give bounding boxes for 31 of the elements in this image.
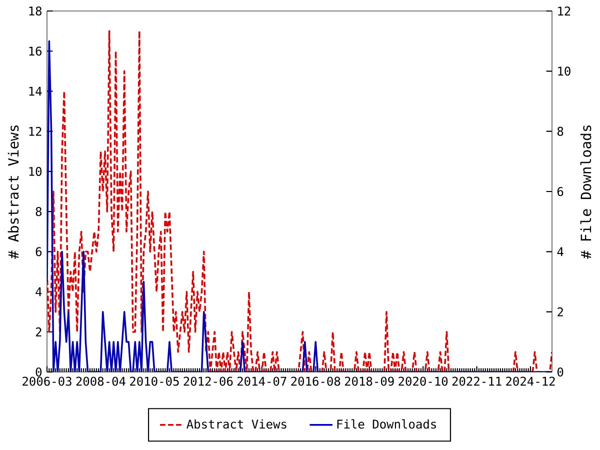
y-tick-label: 12	[29, 126, 42, 136]
y-tick-label: 18	[29, 6, 42, 16]
y-tick-label: 2	[36, 327, 42, 336]
y2-tick-label: 10	[558, 66, 570, 76]
x-tick-label: 2010-05	[130, 376, 179, 386]
y-tick-label: 8	[36, 207, 42, 216]
y-tick-label: 10	[29, 166, 42, 176]
x-tick-label: 2006-03	[22, 376, 72, 386]
x-tick-label: 2022-11	[452, 376, 502, 386]
y2-axis-title: # File Downloads	[580, 125, 592, 259]
y2-tick-label: 4	[557, 247, 564, 256]
x-tick-label: 2008-04	[76, 376, 126, 386]
y2-tick-label: 0	[557, 367, 564, 377]
x-tick-label: 2014-07	[238, 376, 286, 386]
y-tick-label: 4	[36, 287, 42, 296]
y2-tick-label: 2	[558, 307, 563, 316]
legend-label: File Downloads	[337, 419, 436, 429]
y2-tick-label: 6	[557, 186, 564, 196]
y-axis-title: # Abstract Views	[8, 125, 19, 259]
y-tick-label: 14	[29, 86, 42, 96]
x-tick-label: 2024-12	[506, 376, 555, 386]
x-tick-label: 2018-09	[344, 376, 394, 386]
y-tick-label: 0	[36, 367, 42, 377]
x-tick-label: 2020-10	[398, 376, 448, 386]
legend-label: Abstract Views	[186, 419, 286, 429]
y-tick-label: 6	[36, 247, 42, 256]
x-tick-label: 2016-08	[291, 376, 340, 386]
y-tick-label: 16	[29, 46, 42, 56]
x-tick-label: 2012-06	[184, 376, 233, 386]
y2-tick-label: 8	[557, 126, 564, 136]
y2-tick-label: 12	[558, 6, 570, 16]
